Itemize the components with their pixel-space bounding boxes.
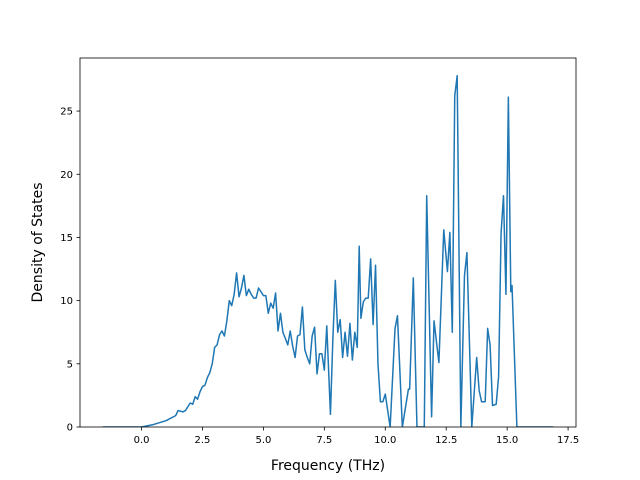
x-tick-label: 17.5: [557, 435, 579, 446]
y-tick-label: 25: [60, 107, 73, 118]
y-tick-label: 15: [60, 233, 73, 244]
x-tick-label: 7.5: [316, 435, 332, 446]
y-tick-label: 20: [60, 170, 73, 181]
x-tick-label: 12.5: [435, 435, 457, 446]
x-axis-label: Frequency (THz): [271, 458, 385, 474]
y-axis-label: Density of States: [30, 183, 46, 303]
y-tick-label: 5: [67, 359, 73, 370]
x-tick-label: 2.5: [195, 435, 211, 446]
x-tick-label: 15.0: [496, 435, 518, 446]
x-tick-label: 10.0: [374, 435, 396, 446]
x-tick-label: 0.0: [134, 435, 150, 446]
x-tick-label: 5.0: [255, 435, 271, 446]
line: [102, 74, 554, 427]
y-tick-label: 10: [60, 296, 73, 307]
axes-frame: [79, 57, 577, 428]
y-tick-label: 0: [67, 423, 73, 434]
